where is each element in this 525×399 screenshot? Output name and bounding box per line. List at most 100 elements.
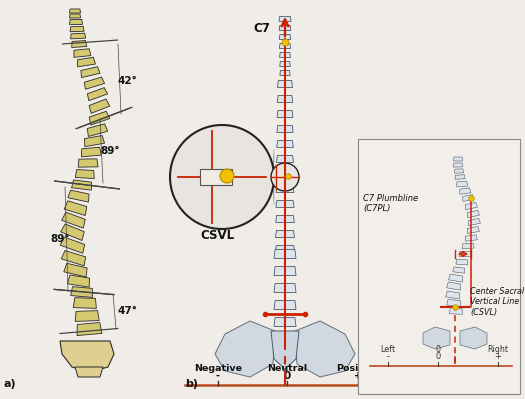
Polygon shape [274,249,296,259]
Polygon shape [87,88,108,101]
Polygon shape [279,34,291,40]
Polygon shape [295,321,355,377]
Polygon shape [61,212,85,228]
Polygon shape [61,251,86,266]
Polygon shape [87,124,108,136]
Text: 89°: 89° [50,234,69,244]
Polygon shape [275,245,295,253]
Polygon shape [274,267,296,275]
Text: Neutral: Neutral [267,364,307,373]
Polygon shape [81,67,100,77]
Polygon shape [454,163,463,167]
Polygon shape [61,224,85,241]
Polygon shape [274,300,296,310]
Polygon shape [278,81,292,87]
Polygon shape [453,267,465,273]
Polygon shape [89,111,110,125]
Polygon shape [277,126,293,132]
Text: +: + [495,352,501,361]
Polygon shape [276,231,295,237]
Polygon shape [64,201,87,215]
Polygon shape [69,9,80,13]
Text: 0: 0 [284,371,291,381]
Polygon shape [276,215,295,223]
Polygon shape [280,71,290,75]
Polygon shape [78,57,96,67]
Polygon shape [200,169,232,185]
Polygon shape [460,188,471,194]
Polygon shape [69,20,82,25]
Polygon shape [463,195,474,201]
Polygon shape [64,263,87,277]
Polygon shape [215,321,275,377]
Text: 42°: 42° [118,76,138,86]
Text: 47°: 47° [118,306,138,316]
Text: CSVL: CSVL [227,136,259,146]
Text: Negative: Negative [194,364,242,373]
Circle shape [220,169,234,183]
Polygon shape [70,26,84,32]
Polygon shape [280,53,290,57]
Text: a): a) [4,379,17,389]
Polygon shape [81,147,101,157]
Polygon shape [462,243,474,249]
Polygon shape [78,159,98,167]
Polygon shape [454,157,463,161]
Text: C7 Plumbline
(C7PL): C7 Plumbline (C7PL) [363,194,418,213]
Polygon shape [85,136,104,147]
Polygon shape [447,299,460,307]
Text: 89°: 89° [100,146,120,156]
Polygon shape [89,99,110,113]
Polygon shape [67,275,89,287]
Polygon shape [85,77,104,89]
Polygon shape [60,237,85,253]
Polygon shape [271,331,299,369]
Polygon shape [75,311,99,322]
Polygon shape [280,61,290,67]
Polygon shape [273,149,274,205]
Polygon shape [276,201,294,207]
Polygon shape [274,318,296,326]
Text: Center Sacral
Vertical Line
(CSVL): Center Sacral Vertical Line (CSVL) [470,287,524,317]
Polygon shape [279,43,290,49]
Polygon shape [423,327,450,349]
Polygon shape [467,210,479,218]
Polygon shape [459,251,471,257]
Polygon shape [71,286,92,297]
Text: 0: 0 [435,352,440,361]
Text: +: + [354,371,362,381]
Polygon shape [465,202,477,210]
Polygon shape [71,33,86,39]
Polygon shape [277,156,293,162]
Circle shape [271,163,299,191]
Polygon shape [75,367,103,377]
Text: 0: 0 [436,345,440,354]
Polygon shape [456,259,468,265]
Polygon shape [468,218,480,226]
Polygon shape [75,170,94,178]
Polygon shape [277,95,293,103]
Polygon shape [446,291,460,299]
Polygon shape [68,190,89,202]
Polygon shape [277,111,293,117]
Polygon shape [465,235,477,241]
Polygon shape [447,282,461,290]
Polygon shape [449,308,463,314]
Polygon shape [276,186,294,192]
Polygon shape [74,49,91,57]
Polygon shape [449,274,463,282]
Text: Positive: Positive [337,364,380,373]
Polygon shape [455,169,464,173]
Polygon shape [60,341,114,372]
Polygon shape [467,227,479,233]
Polygon shape [71,180,91,190]
Polygon shape [279,16,291,22]
Text: Right: Right [488,345,509,354]
Polygon shape [457,181,468,187]
Text: -: - [216,371,220,381]
Text: CSVL: CSVL [200,229,234,242]
Text: b): b) [185,379,198,389]
Text: Left: Left [381,345,395,354]
Polygon shape [72,41,87,47]
Polygon shape [279,26,291,30]
